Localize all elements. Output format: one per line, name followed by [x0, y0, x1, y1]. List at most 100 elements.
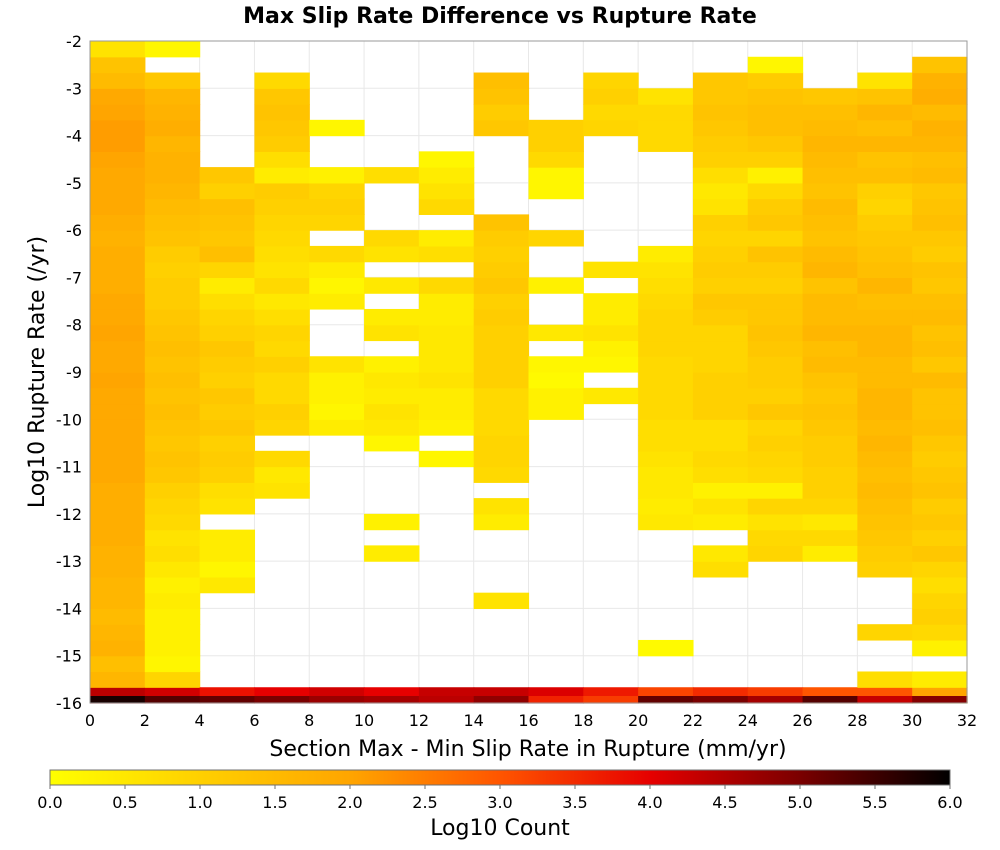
heatmap-cell — [199, 308, 256, 326]
heatmap-cell — [857, 513, 913, 531]
heatmap-cell — [747, 56, 804, 74]
x-tick-label: 0 — [85, 711, 95, 730]
heatmap-cell — [473, 230, 530, 247]
heatmap-cell — [144, 135, 201, 152]
y-tick-label: -9 — [66, 363, 82, 382]
heatmap-cell — [857, 198, 913, 215]
heatmap-cell — [199, 245, 256, 263]
heatmap-cell — [638, 513, 694, 531]
heatmap-cell — [473, 88, 530, 105]
heatmap-cell — [528, 277, 584, 294]
heatmap-cell — [912, 498, 968, 515]
heatmap-cell — [802, 245, 858, 263]
x-tick-label: 30 — [902, 711, 922, 730]
colorbar — [50, 770, 950, 785]
heatmap-cell — [473, 387, 530, 405]
heatmap-cell — [692, 245, 749, 263]
x-tick-label: 6 — [249, 711, 259, 730]
heatmap-cell — [418, 340, 475, 357]
heatmap-cell — [254, 324, 310, 342]
heatmap-cell — [144, 608, 201, 625]
heatmap-cell — [254, 245, 310, 263]
heatmap-cell — [90, 308, 146, 326]
heatmap-cell — [857, 245, 913, 263]
heatmap-cell — [857, 340, 913, 357]
heatmap-cell — [528, 356, 584, 373]
heatmap-cell — [802, 230, 858, 247]
heatmap-cell — [199, 182, 256, 200]
heatmap-cell — [254, 482, 310, 499]
heatmap-cell — [309, 293, 365, 310]
heatmap-cell — [912, 435, 968, 452]
heatmap-cell — [90, 198, 146, 215]
heatmap-cell — [90, 135, 146, 152]
heatmap-cell — [90, 167, 146, 184]
heatmap-cell — [144, 182, 201, 200]
heatmap-cell — [254, 182, 310, 200]
heatmap-cell — [692, 308, 749, 326]
heatmap-cell — [912, 624, 968, 641]
heatmap-cell — [692, 435, 749, 452]
heatmap-cell — [747, 230, 804, 247]
heatmap-cell — [692, 198, 749, 215]
heatmap-cell — [912, 639, 968, 657]
heatmap-cell — [473, 466, 530, 483]
heatmap-cell — [473, 72, 530, 89]
heatmap-cell — [144, 655, 201, 673]
heatmap-cell — [418, 151, 475, 168]
heatmap-cell — [364, 419, 420, 436]
heatmap-cell — [638, 104, 694, 121]
heatmap-cell — [912, 513, 968, 531]
heatmap-cell — [857, 182, 913, 200]
heatmap-cell — [254, 403, 310, 420]
heatmap-cell — [90, 293, 146, 310]
heatmap-cell — [90, 624, 146, 641]
heatmap-cell — [309, 356, 365, 373]
heatmap-cell — [90, 513, 146, 531]
heatmap-cell — [144, 419, 201, 436]
heatmap-cell — [583, 88, 639, 105]
heatmap-cell — [199, 498, 256, 515]
heatmap-cell — [90, 592, 146, 610]
heatmap-cell — [90, 576, 146, 594]
y-tick-label: -4 — [66, 127, 82, 146]
heatmap-cell — [747, 214, 804, 231]
heatmap-cell — [692, 88, 749, 105]
heatmap-cell — [144, 576, 201, 594]
heatmap-cell — [309, 245, 365, 263]
heatmap-cell — [912, 608, 968, 625]
heatmap-cell — [144, 529, 201, 546]
colorbar-tick-label: 2.0 — [337, 793, 362, 812]
heatmap-cell — [418, 356, 475, 373]
heatmap-cell — [199, 356, 256, 373]
heatmap-cell — [199, 387, 256, 405]
heatmap-cell — [802, 498, 858, 515]
heatmap-cell — [802, 403, 858, 420]
heatmap-cell — [199, 198, 256, 215]
heatmap-cell — [692, 277, 749, 294]
heatmap-cell — [583, 356, 639, 373]
heatmap-cell — [912, 466, 968, 483]
colorbar-tick-label: 3.0 — [487, 793, 512, 812]
heatmap-cell — [802, 340, 858, 357]
x-tick-label: 12 — [409, 711, 429, 730]
heatmap-cell — [692, 387, 749, 405]
heatmap-cell-bottom — [199, 696, 256, 703]
heatmap-cell — [857, 230, 913, 247]
heatmap-cell — [692, 135, 749, 152]
heatmap-cell — [364, 167, 420, 184]
heatmap-cell — [638, 419, 694, 436]
heatmap-cell — [638, 245, 694, 263]
heatmap-cell — [90, 435, 146, 452]
heatmap-cell — [747, 104, 804, 121]
colorbar-tick-label: 3.5 — [562, 793, 587, 812]
heatmap-cell — [309, 167, 365, 184]
heatmap-cell — [528, 182, 584, 200]
heatmap-cell — [309, 387, 365, 405]
heatmap-cell — [90, 482, 146, 499]
heatmap-cell — [692, 324, 749, 342]
heatmap-cell — [144, 671, 201, 688]
heatmap-cell — [912, 561, 968, 578]
heatmap-cell — [692, 104, 749, 121]
x-tick-label: 2 — [140, 711, 150, 730]
